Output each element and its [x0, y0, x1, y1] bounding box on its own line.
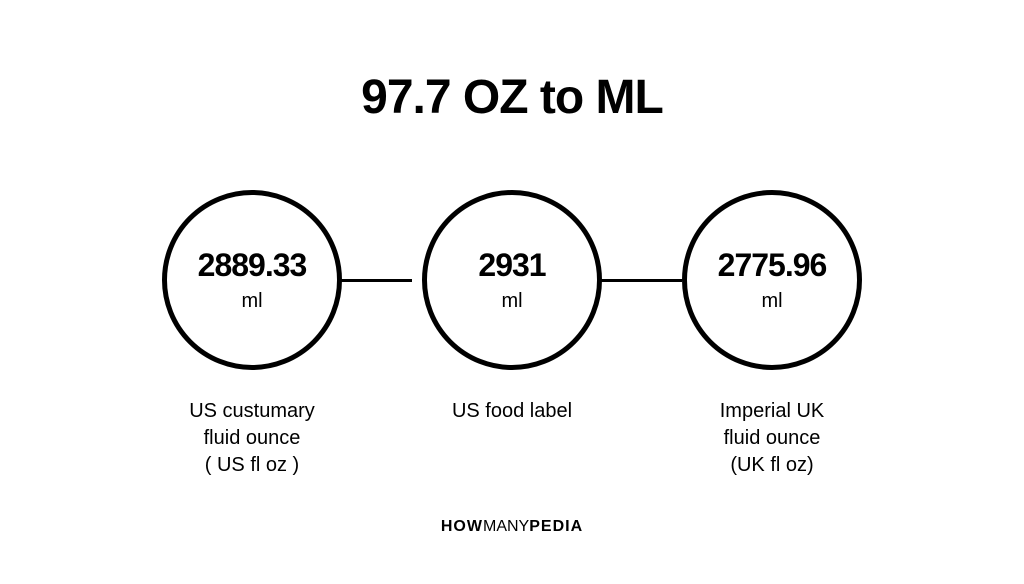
- conversion-diagram: 2889.33 ml 2931 ml 2775.96 ml: [162, 190, 862, 370]
- brand-suffix: PEDIA: [529, 518, 583, 535]
- label-us-food-label: US food label: [412, 398, 612, 425]
- brand-logo: HOWMANYPEDIA: [0, 518, 1024, 536]
- connector-line: [592, 279, 682, 282]
- circle-value: 2889.33: [198, 247, 307, 284]
- brand-mid: MANY: [483, 518, 529, 535]
- circle-imperial-uk: 2775.96 ml: [682, 190, 862, 370]
- circle-unit: ml: [501, 290, 522, 313]
- brand-prefix: HOW: [441, 518, 483, 535]
- circle-value: 2931: [478, 247, 545, 284]
- circle-us-customary: 2889.33 ml: [162, 190, 342, 370]
- label-imperial-uk: Imperial UKfluid ounce(UK fl oz): [672, 398, 872, 479]
- circle-labels: US custumaryfluid ounce( US fl oz ) US f…: [162, 398, 862, 488]
- circle-unit: ml: [241, 290, 262, 313]
- page-title: 97.7 OZ to ML: [0, 70, 1024, 125]
- circle-us-food-label: 2931 ml: [422, 190, 602, 370]
- circle-unit: ml: [761, 290, 782, 313]
- label-us-customary: US custumaryfluid ounce( US fl oz ): [152, 398, 352, 479]
- circle-value: 2775.96: [718, 247, 827, 284]
